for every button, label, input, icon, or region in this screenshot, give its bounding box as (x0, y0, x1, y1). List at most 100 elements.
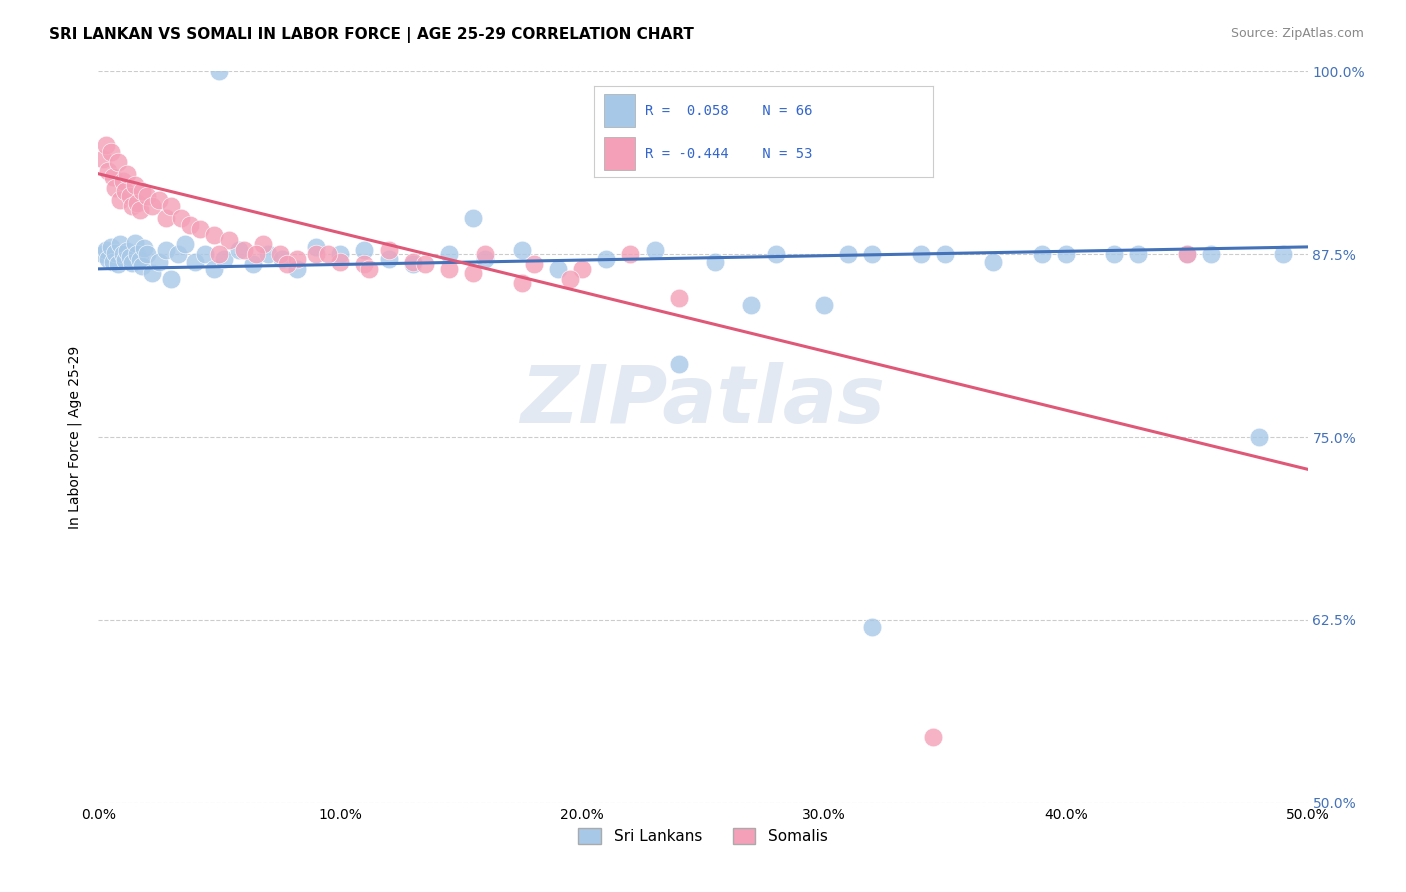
Point (910, 247, 932, 261)
Point (141, 199, 163, 213)
Point (329, 247, 352, 261)
Point (114, 253, 136, 268)
Point (141, 266, 163, 280)
Point (353, 257, 375, 271)
Point (1249, 430, 1271, 444)
Point (474, 247, 496, 261)
Point (316, 247, 339, 261)
Point (128, 253, 150, 268)
Point (921, 730, 943, 744)
Point (218, 233, 240, 247)
Point (981, 254, 1004, 268)
Point (108, 237, 131, 252)
Point (107, 257, 129, 271)
Point (285, 261, 308, 276)
Point (188, 222, 211, 236)
Point (208, 247, 231, 261)
Point (212, 252, 235, 266)
Point (619, 247, 641, 261)
Point (377, 252, 399, 266)
Point (135, 188, 157, 202)
Point (117, 167, 139, 181)
Point (124, 235, 146, 250)
Point (668, 357, 690, 371)
Point (118, 250, 141, 264)
Point (128, 203, 150, 218)
Point (124, 178, 146, 193)
Y-axis label: In Labor Force | Age 25-29: In Labor Force | Age 25-29 (67, 345, 83, 529)
Point (91, 152, 114, 166)
Point (100, 240, 122, 254)
Point (252, 237, 274, 252)
Point (100, 145, 122, 159)
Point (179, 218, 201, 232)
Point (437, 247, 460, 261)
Point (111, 174, 134, 188)
Point (413, 257, 436, 271)
Point (148, 193, 170, 207)
Point (402, 257, 425, 271)
Point (510, 277, 533, 291)
Point (1175, 247, 1198, 261)
Point (1175, 247, 1198, 261)
Point (134, 241, 156, 255)
Point (558, 272, 581, 286)
Point (305, 247, 328, 261)
Point (813, 298, 835, 312)
Point (194, 247, 217, 261)
Point (208, 64, 231, 78)
Point (245, 247, 267, 261)
Point (437, 261, 460, 276)
Point (463, 211, 485, 225)
Point (860, 620, 883, 634)
Point (127, 247, 149, 261)
Point (135, 247, 157, 261)
Point (97, 164, 120, 178)
Legend: Sri Lankans, Somalis: Sri Lankans, Somalis (572, 822, 834, 850)
Point (547, 261, 569, 276)
Point (271, 252, 294, 266)
Point (117, 244, 139, 259)
Point (131, 259, 153, 273)
Point (1272, 247, 1295, 261)
Point (269, 247, 291, 261)
Point (107, 155, 129, 169)
Point (167, 247, 190, 261)
Point (1031, 247, 1053, 261)
Text: SRI LANKAN VS SOMALI IN LABOR FORCE | AGE 25-29 CORRELATION CHART: SRI LANKAN VS SOMALI IN LABOR FORCE | AG… (49, 27, 695, 43)
Point (1128, 247, 1150, 261)
Point (934, 247, 956, 261)
Point (121, 256, 143, 270)
Point (169, 211, 191, 225)
Point (232, 243, 254, 257)
Point (510, 243, 533, 257)
Point (184, 254, 207, 268)
Point (377, 243, 399, 257)
Point (228, 243, 250, 257)
Point (595, 252, 617, 266)
Point (155, 243, 177, 257)
Point (463, 266, 485, 280)
Point (837, 247, 859, 261)
Point (97, 252, 120, 266)
Point (276, 257, 298, 271)
Point (359, 261, 381, 276)
Point (668, 291, 690, 305)
Point (204, 261, 226, 276)
Point (285, 252, 308, 266)
Point (204, 228, 226, 243)
Point (160, 272, 183, 286)
Point (329, 254, 352, 268)
Point (108, 193, 131, 207)
Point (160, 199, 183, 213)
Point (1054, 247, 1077, 261)
Point (256, 247, 278, 261)
Point (1199, 247, 1222, 261)
Point (114, 184, 136, 198)
Point (402, 254, 425, 268)
Text: Source: ZipAtlas.com: Source: ZipAtlas.com (1230, 27, 1364, 40)
Point (111, 247, 134, 261)
Point (474, 252, 496, 266)
Text: ZIPatlas: ZIPatlas (520, 361, 886, 440)
Point (94, 137, 117, 152)
